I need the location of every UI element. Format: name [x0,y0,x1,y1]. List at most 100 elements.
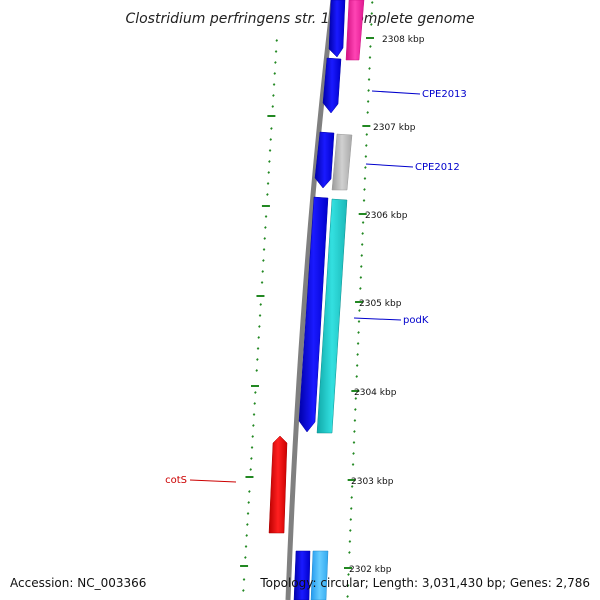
minor-tick [355,375,359,378]
minor-tick [275,39,279,42]
minor-tick [360,254,364,257]
outer-tick-marks [344,1,374,598]
minor-tick [244,556,247,559]
minor-tick [364,166,367,169]
minor-tick [347,573,350,576]
minor-tick [350,485,354,488]
minor-tick [273,72,277,75]
minor-tick [349,529,352,532]
minor-tick [270,127,273,130]
minor-tick [357,320,361,323]
gene-labels: CPE2013 CPE2012 podK cotS [165,89,467,486]
minor-tick [259,303,263,306]
cds-feature[interactable] [293,550,311,600]
minor-tick [357,331,360,334]
minor-tick [359,276,363,279]
leader-line [189,479,237,483]
minor-tick [242,589,245,592]
topology-text: Topology: circular; Length: 3,031,430 bp… [260,576,590,590]
kbp-label: 2305 kbp [359,299,402,309]
minor-tick [365,133,369,136]
accession-text: Accession: NC_003366 [10,576,147,590]
cds-feature-cots[interactable] [268,435,288,534]
leader-line [353,317,402,321]
minor-tick [353,419,357,422]
kbp-label: 2306 kbp [365,211,408,221]
cds-feature-cpe2013[interactable] [322,57,342,114]
minor-tick [271,105,275,108]
minor-tick [264,226,267,229]
minor-tick [250,446,254,449]
cds-feature-cpe2012[interactable] [331,133,353,191]
minor-tick [262,248,266,251]
minor-tick [369,45,372,48]
minor-tick [364,155,368,158]
minor-tick [366,111,369,114]
minor-tick [367,78,371,81]
minor-tick [360,243,364,246]
minor-tick [262,259,265,262]
kbp-label: 2303 kbp [351,477,394,487]
minor-tick [355,364,359,367]
kbp-label: 2302 kbp [349,565,392,575]
minor-tick [272,83,276,86]
minor-tick [249,468,253,471]
minor-tick [348,551,351,554]
cds-feature[interactable] [314,131,335,189]
minor-tick [363,188,366,191]
minor-tick [365,144,368,147]
leader-line [371,90,421,95]
cds-feature[interactable] [298,196,329,433]
minor-tick [359,265,363,268]
cds-feature-podk[interactable] [316,198,348,434]
minor-tick [274,50,278,53]
minor-tick [268,160,271,163]
minor-tick [359,287,362,290]
minor-tick [266,182,270,185]
leader-line [365,163,414,168]
minor-tick [346,584,350,587]
minor-tick [353,430,356,433]
minor-tick [258,314,262,317]
minor-tick [246,512,250,515]
minor-tick [261,270,265,273]
minor-tick [258,325,261,328]
minor-tick [358,309,361,312]
minor-tick [354,397,358,400]
minor-tick [248,490,251,493]
minor-tick [267,171,271,174]
cds-feature[interactable] [345,0,365,61]
minor-tick [351,463,355,466]
minor-tick [246,523,249,526]
cds-feature[interactable] [310,550,329,600]
gene-label-leaders [189,90,421,483]
minor-tick [268,149,272,152]
minor-tick [244,545,248,548]
gene-label-cots[interactable]: cotS [165,475,187,486]
minor-tick [363,177,367,180]
minor-tick [254,391,257,394]
minor-tick [352,441,356,444]
minor-tick [366,100,370,103]
cds-feature[interactable] [328,0,346,58]
gene-label-cpe2012[interactable]: CPE2012 [415,162,460,173]
gene-label-podk[interactable]: podK [403,315,429,326]
minor-tick [264,215,268,218]
minor-tick [349,507,353,510]
minor-tick [260,281,264,284]
minor-tick [251,435,255,438]
minor-tick [361,232,364,235]
minor-tick [252,413,256,416]
gene-label-cpe2013[interactable]: CPE2013 [422,89,467,100]
backbone-circle [285,0,336,600]
minor-tick [370,12,374,15]
minor-tick [346,595,349,598]
minor-tick [349,518,353,521]
minor-tick [256,358,259,361]
minor-tick [356,353,359,356]
minor-tick [263,237,267,240]
kbp-label: 2307 kbp [373,123,416,133]
minor-tick [247,501,251,504]
minor-tick [269,138,273,141]
